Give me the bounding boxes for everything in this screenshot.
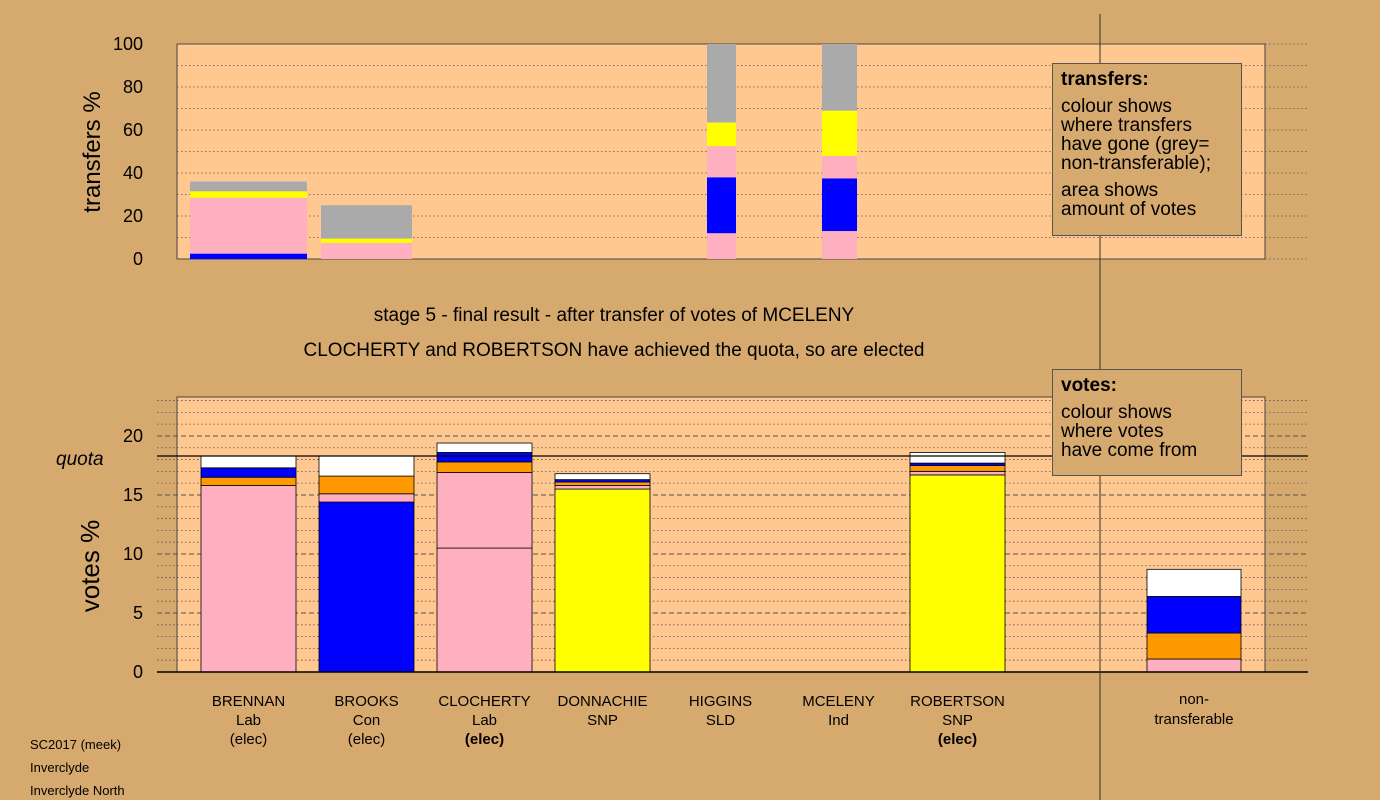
votes-tick-label: 0	[133, 662, 143, 682]
candidate-status-label: (elec)	[938, 731, 977, 748]
transfers-y-label: transfers %	[79, 91, 106, 212]
nontransferable-bar-segment	[1146, 596, 1242, 634]
votes-tick-label: 20	[123, 426, 143, 446]
candidate-name-label: ROBERTSON	[910, 693, 1005, 710]
candidate-party-label: SLD	[706, 712, 735, 729]
transfers-legend-line: where transfers	[1061, 115, 1192, 136]
votes-bar-segment	[200, 455, 297, 469]
votes-legend: votes: colour shows where votes have com…	[1052, 369, 1242, 476]
nontransferable-label: non-	[1179, 691, 1209, 708]
votes-tick-label: 10	[123, 544, 143, 564]
candidate-name-label: BROOKS	[334, 693, 398, 710]
votes-bar-segment	[200, 476, 297, 486]
nontransferable-label: transferable	[1154, 711, 1233, 728]
chart-subtitle: CLOCHERTY and ROBERTSON have achieved th…	[304, 340, 925, 361]
votes-bar-segment	[909, 474, 1006, 673]
candidate-name-label: DONNACHIE	[557, 693, 647, 710]
transfers-bar-segment	[822, 44, 857, 111]
votes-bar-segment	[318, 493, 415, 503]
transfers-legend: transfers: colour shows where transfers …	[1052, 63, 1242, 236]
transfers-legend-line: amount of votes	[1061, 199, 1197, 220]
transfers-tick-label: 60	[123, 120, 143, 140]
transfers-bar-segment	[190, 253, 307, 259]
footer-council: Inverclyde	[30, 760, 90, 775]
votes-bar-segment	[554, 481, 651, 486]
transfers-legend-line: area shows	[1061, 180, 1159, 201]
votes-bar-segment	[200, 467, 297, 478]
votes-bar-segment	[436, 442, 533, 453]
candidate-name-label: HIGGINS	[689, 693, 752, 710]
candidate-status-label: (elec)	[230, 731, 268, 748]
candidate-party-label: SNP	[587, 712, 618, 729]
candidate-status-label: (elec)	[465, 731, 504, 748]
candidate-name-label: BRENNAN	[212, 693, 285, 710]
votes-bar-segment	[318, 501, 415, 673]
votes-tick-label: 5	[133, 603, 143, 623]
transfers-tick-label: 20	[123, 206, 143, 226]
transfers-bar-segment	[822, 231, 857, 259]
candidate-name-label: CLOCHERTY	[438, 693, 530, 710]
votes-legend-line: have come from	[1061, 440, 1198, 461]
votes-y-label: votes %	[75, 520, 105, 613]
transfers-bar-segment	[190, 191, 307, 198]
transfers-tick-label: 100	[113, 34, 143, 54]
transfers-bar-segment	[822, 178, 857, 232]
transfers-bar-segment	[321, 205, 412, 239]
nontransferable-bar-segment	[1146, 658, 1242, 673]
chart-title: stage 5 - final result - after transfer …	[374, 305, 855, 326]
candidate-name-label: MCELENY	[802, 693, 875, 710]
quota-label: quota	[56, 449, 104, 470]
candidate-party-label: SNP	[942, 712, 973, 729]
votes-bar-segment	[200, 485, 297, 673]
candidate-party-label: Ind	[828, 712, 849, 729]
votes-legend-line: where votes	[1061, 421, 1164, 442]
candidate-status-label: (elec)	[348, 731, 386, 748]
transfers-bar-segment	[707, 122, 736, 147]
nontransferable-bar-segment	[1146, 632, 1242, 660]
votes-bar-segment	[436, 461, 533, 473]
votes-bar-segment	[436, 547, 533, 673]
nontransferable-bar-segment	[1146, 568, 1242, 597]
candidate-party-label: Lab	[236, 712, 261, 729]
transfers-bar-segment	[190, 181, 307, 192]
transfers-bar-segment	[707, 44, 736, 123]
transfers-legend-line: colour shows	[1061, 96, 1172, 117]
votes-bar-segment	[909, 452, 1006, 464]
transfers-tick-label: 40	[123, 163, 143, 183]
transfers-bar-segment	[822, 155, 857, 179]
transfers-tick-label: 80	[123, 77, 143, 97]
votes-tick-label: 15	[123, 485, 143, 505]
transfers-bar-segment	[321, 242, 412, 259]
votes-legend-title: votes:	[1061, 375, 1117, 396]
votes-bar-segment	[436, 452, 533, 463]
transfers-bar-segment	[321, 238, 412, 243]
transfers-bar-segment	[822, 110, 857, 156]
votes-bar-segment	[318, 455, 415, 477]
transfers-legend-title: transfers:	[1061, 69, 1149, 90]
votes-bar-segment	[909, 470, 1006, 476]
candidate-party-label: Con	[353, 712, 381, 729]
votes-legend-line: colour shows	[1061, 402, 1172, 423]
votes-bar-segment	[554, 485, 651, 490]
transfers-tick-label: 0	[133, 249, 143, 269]
transfers-legend-line: non-transferable);	[1061, 153, 1211, 174]
votes-bar-segment	[318, 475, 415, 495]
votes-bar-segment	[909, 465, 1006, 472]
transfers-bar-segment	[707, 233, 736, 259]
votes-bar-segment	[554, 488, 651, 673]
votes-bar-segment	[554, 473, 651, 481]
footer-election: SC2017 (meek)	[30, 737, 122, 752]
transfers-bar-segment	[707, 177, 736, 234]
transfers-legend-line: have gone (grey=	[1061, 134, 1210, 155]
footer-ward: Inverclyde North	[30, 783, 125, 798]
votes-bar-segment	[436, 472, 533, 549]
transfers-bar-segment	[190, 197, 307, 254]
candidate-party-label: Lab	[472, 712, 497, 729]
transfers-bar-segment	[707, 146, 736, 178]
votes-panel: 0 5 10 15 20 BRENNAN Lab (elec) BROOKS Con (elec) C…	[123, 396, 1308, 748]
